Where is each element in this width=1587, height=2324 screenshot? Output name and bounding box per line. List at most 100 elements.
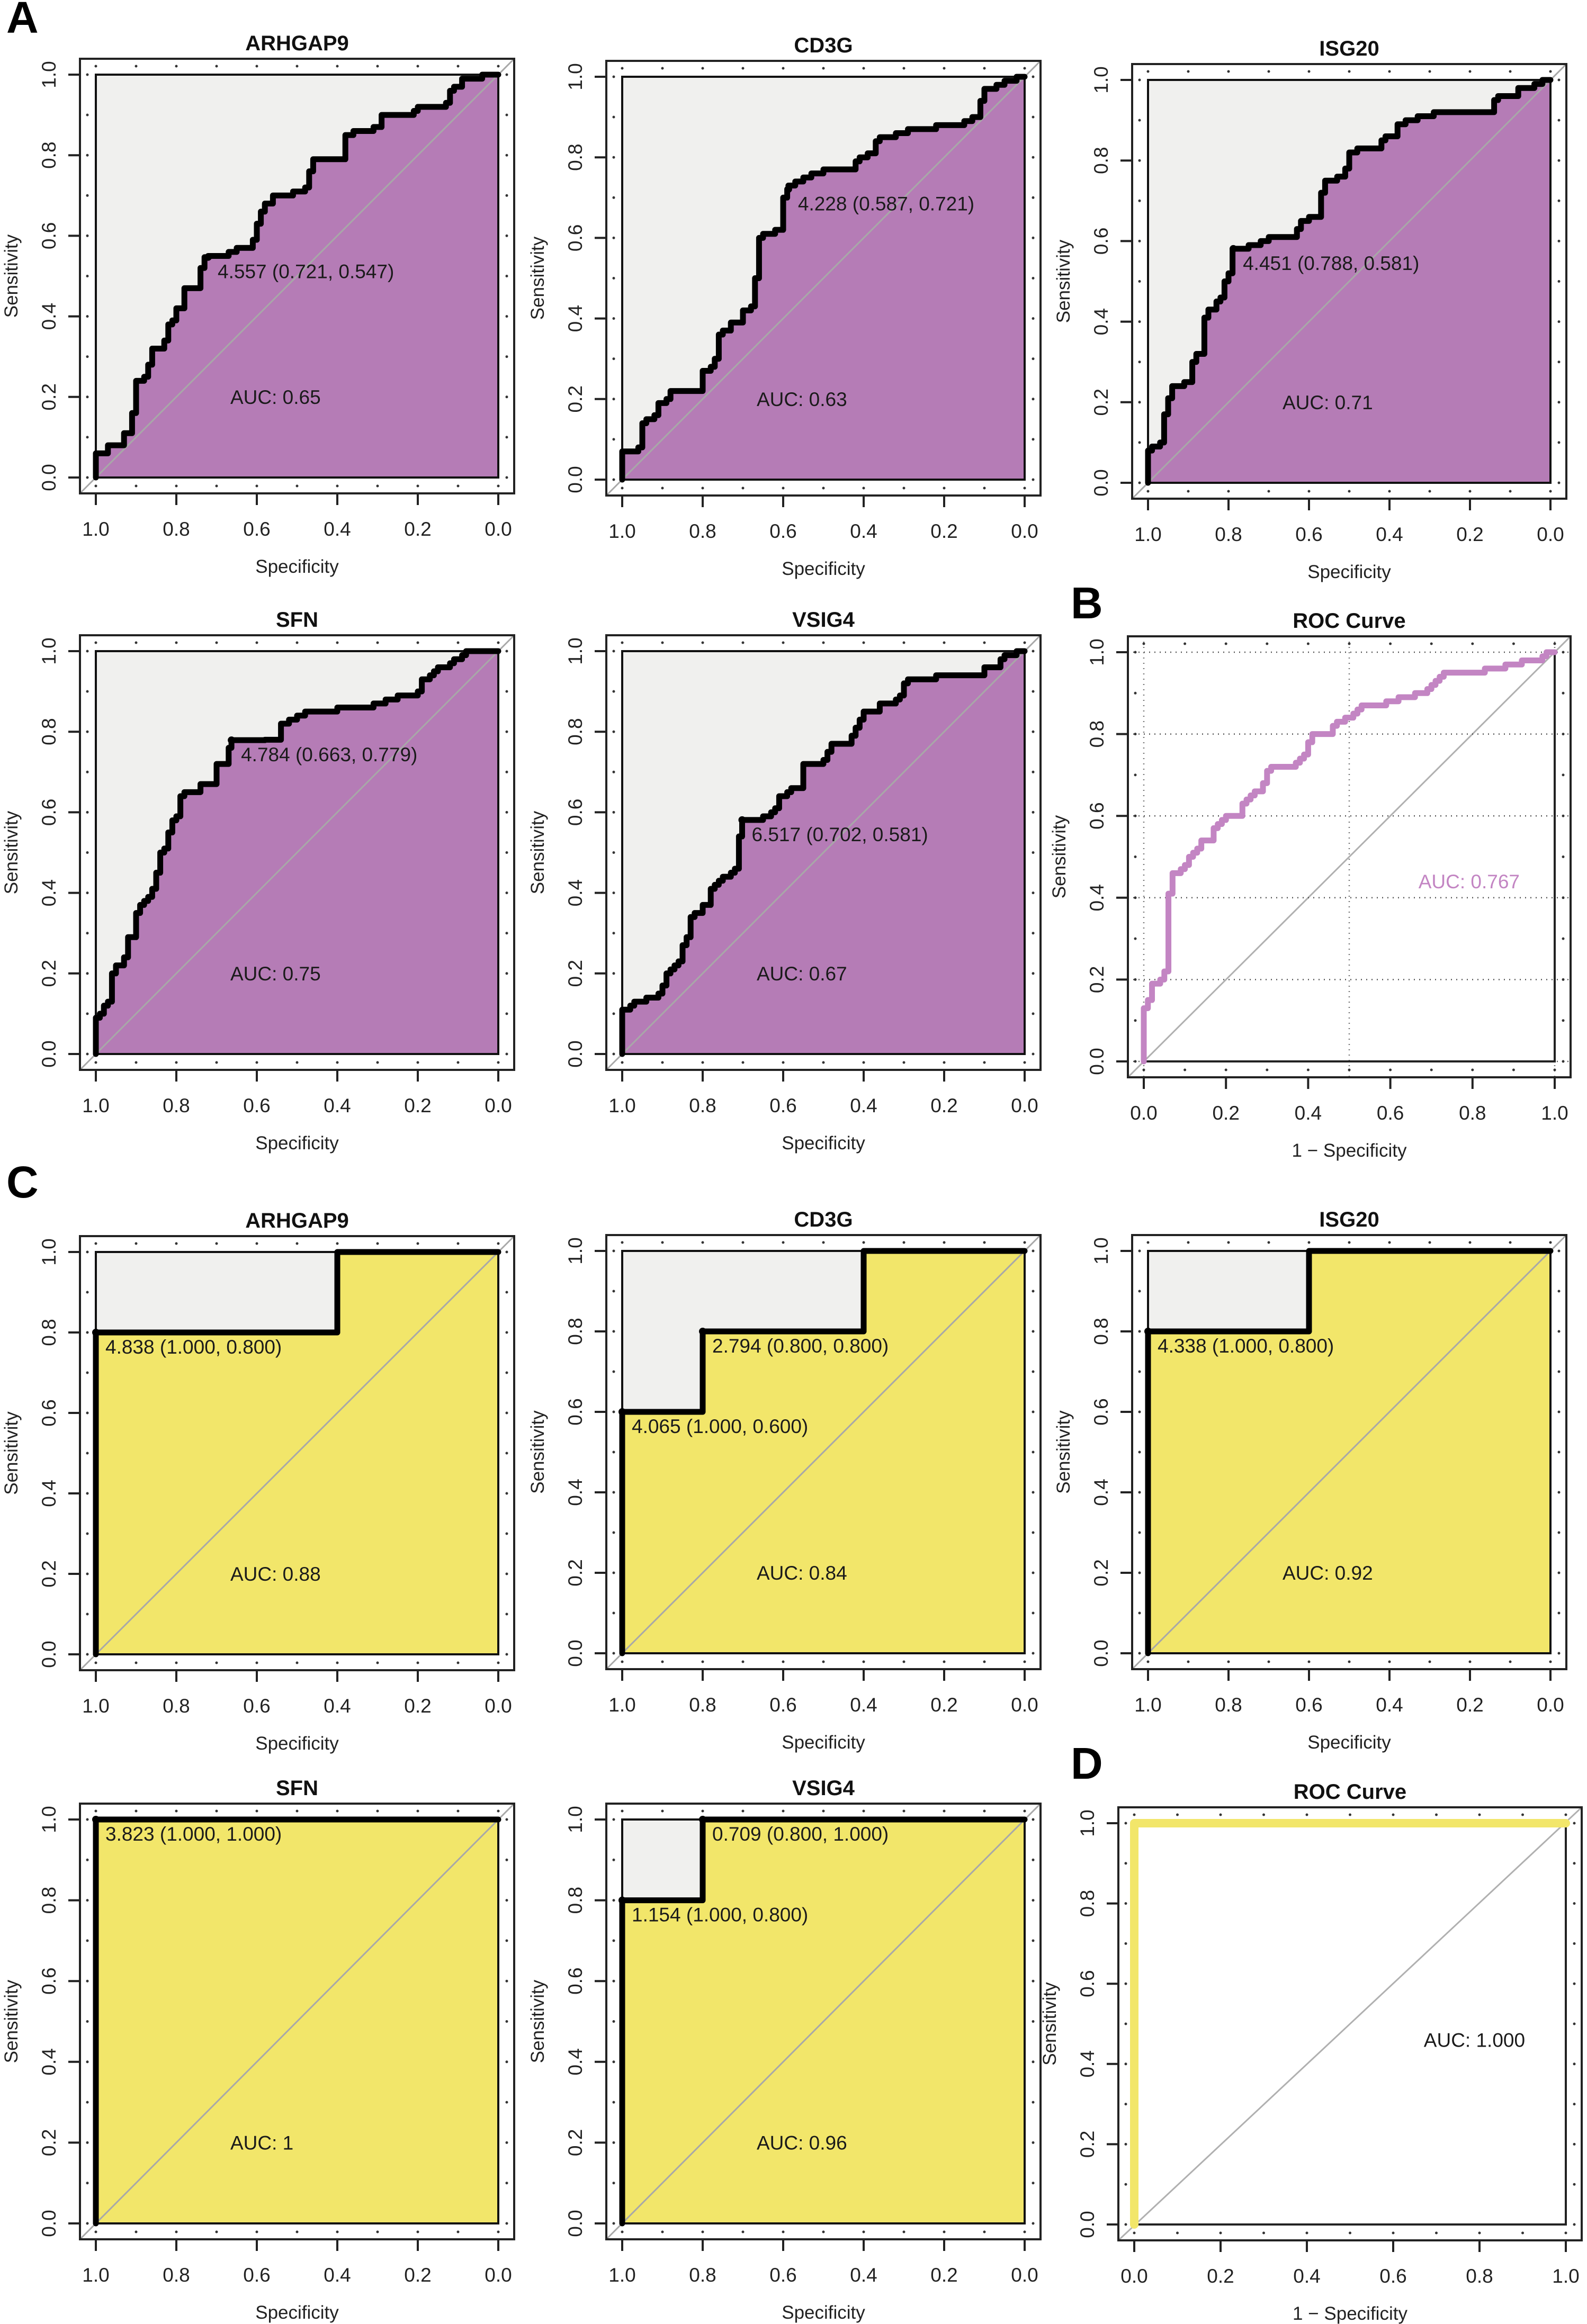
tick-dot [612,1531,615,1534]
tick-dot [505,1572,508,1575]
tick-dot [701,487,704,490]
tick-dot [1553,642,1556,645]
tick-dot [86,1939,89,1942]
tick-dot [983,487,986,490]
tick-dot [902,1660,905,1663]
y-tick-label: 0.0 [1086,1048,1108,1075]
tick-dot [1138,1611,1141,1615]
tick-dot [661,1660,664,1663]
tick-dot [1521,2231,1524,2235]
tick-dot [1134,855,1137,858]
tick-dot [86,650,89,653]
y-tick-label: 0.2 [38,1560,60,1587]
threshold-label: 4.065 (1.000, 0.600) [632,1416,808,1437]
tick-dot [1138,1330,1141,1333]
tick-dot [376,641,379,644]
tick-dot [822,67,825,70]
tick-dot [1138,1451,1141,1454]
tick-dot [1138,119,1141,122]
threshold-label: 2.794 (0.800, 0.800) [712,1335,889,1357]
tick-dot [902,641,905,644]
y-tick-label: 0.8 [564,1887,586,1914]
tick-dot [1146,1660,1150,1663]
tick-dot [1307,1241,1311,1244]
tick-dot [1509,1660,1512,1663]
y-tick-label: 1.0 [564,1237,586,1264]
tick-dot [1305,1813,1308,1816]
x-tick-label: 0.4 [1295,1102,1322,1124]
tick-dot [86,194,89,197]
x-tick-label: 1.0 [1541,1102,1568,1124]
y-tick-label: 0.8 [1090,147,1112,174]
tick-dot [1032,478,1035,481]
tick-dot [215,641,218,644]
threshold-label: 1.154 (1.000, 0.800) [632,1904,808,1926]
x-tick-label: 0.8 [1215,524,1242,545]
tick-dot [1435,2231,1438,2235]
tick-dot [822,487,825,490]
tick-dot [943,641,946,644]
tick-dot [1183,1068,1187,1071]
tick-dot [1032,1858,1035,1861]
tick-dot [1562,691,1565,695]
chart-title: VSIG4 [792,1777,855,1800]
tick-dot [1557,159,1561,162]
tick-dot [621,1241,624,1244]
tick-dot [1562,978,1565,981]
tick-dot [1032,1052,1035,1056]
tick-dot [741,67,745,70]
tick-dot [741,1660,745,1663]
x-axis-label: Specificity [782,1732,865,1753]
tick-dot [1032,196,1035,199]
y-tick-label: 1.0 [564,63,586,90]
y-tick-label: 0.4 [38,2048,60,2075]
tick-dot [1509,70,1512,73]
tick-dot [902,67,905,70]
auc-label: AUC: 0.92 [1283,1562,1373,1584]
chart-title: VSIG4 [792,608,855,632]
tick-dot [416,1061,419,1064]
tick-dot [1138,239,1141,242]
chart-c-cd3g: CD3G 1.0 0.8 0.6 0.4 0.2 0.0 0.0 0.2 0.4 0.6 0.8 1.0… [527,1208,1042,1753]
tick-dot [612,236,615,239]
auc-label: AUC: 0.88 [230,1563,321,1585]
tick-dot [1557,1451,1561,1454]
tick-dot [1138,481,1141,484]
chart-title: ARHGAP9 [245,1209,349,1232]
y-tick-label: 0.2 [1077,2131,1098,2158]
tick-dot [86,476,89,479]
x-tick-label: 0.6 [243,1695,270,1717]
tick-dot [1134,733,1137,736]
tick-dot [943,2230,946,2233]
auc-label: AUC: 0.63 [757,389,847,410]
y-axis-label: Sensitivity [1,1411,22,1495]
tick-dot [1138,1531,1141,1534]
tick-dot [1348,1068,1351,1071]
tick-dot [612,398,615,401]
tick-dot [661,67,664,70]
threshold-label: 4.228 (0.587, 0.721) [798,193,974,214]
tick-dot [86,1979,89,1983]
tick-dot [1032,398,1035,401]
chance-diagonal [605,1234,1042,1670]
tick-dot [1032,2141,1035,2144]
tick-dot [1023,1241,1026,1244]
x-tick-label: 1.0 [82,1095,109,1116]
tick-dot [1306,642,1310,645]
y-tick-label: 1.0 [38,1238,60,1265]
tick-dot [612,75,615,78]
chart-a-sfn: SFN 1.0 0.8 0.6 0.4 0.2 0.0 0.0 0.2 0.4 0.6 0.8 1.0 S… [1,608,515,1154]
tick-dot [1032,1249,1035,1253]
tick-dot [1348,1660,1351,1663]
tick-dot [1468,1660,1472,1663]
tick-dot [505,851,508,854]
x-tick-label: 0.0 [1120,2265,1147,2287]
tick-dot [86,2101,89,2104]
tick-dot [86,1052,89,1056]
tick-dot [1134,978,1137,981]
y-tick-label: 0.4 [1090,308,1112,335]
y-axis-label: Sensitivity [1053,239,1074,323]
x-tick-label: 0.4 [324,1095,351,1116]
tick-dot [612,1858,615,1861]
tick-dot [621,1660,624,1663]
